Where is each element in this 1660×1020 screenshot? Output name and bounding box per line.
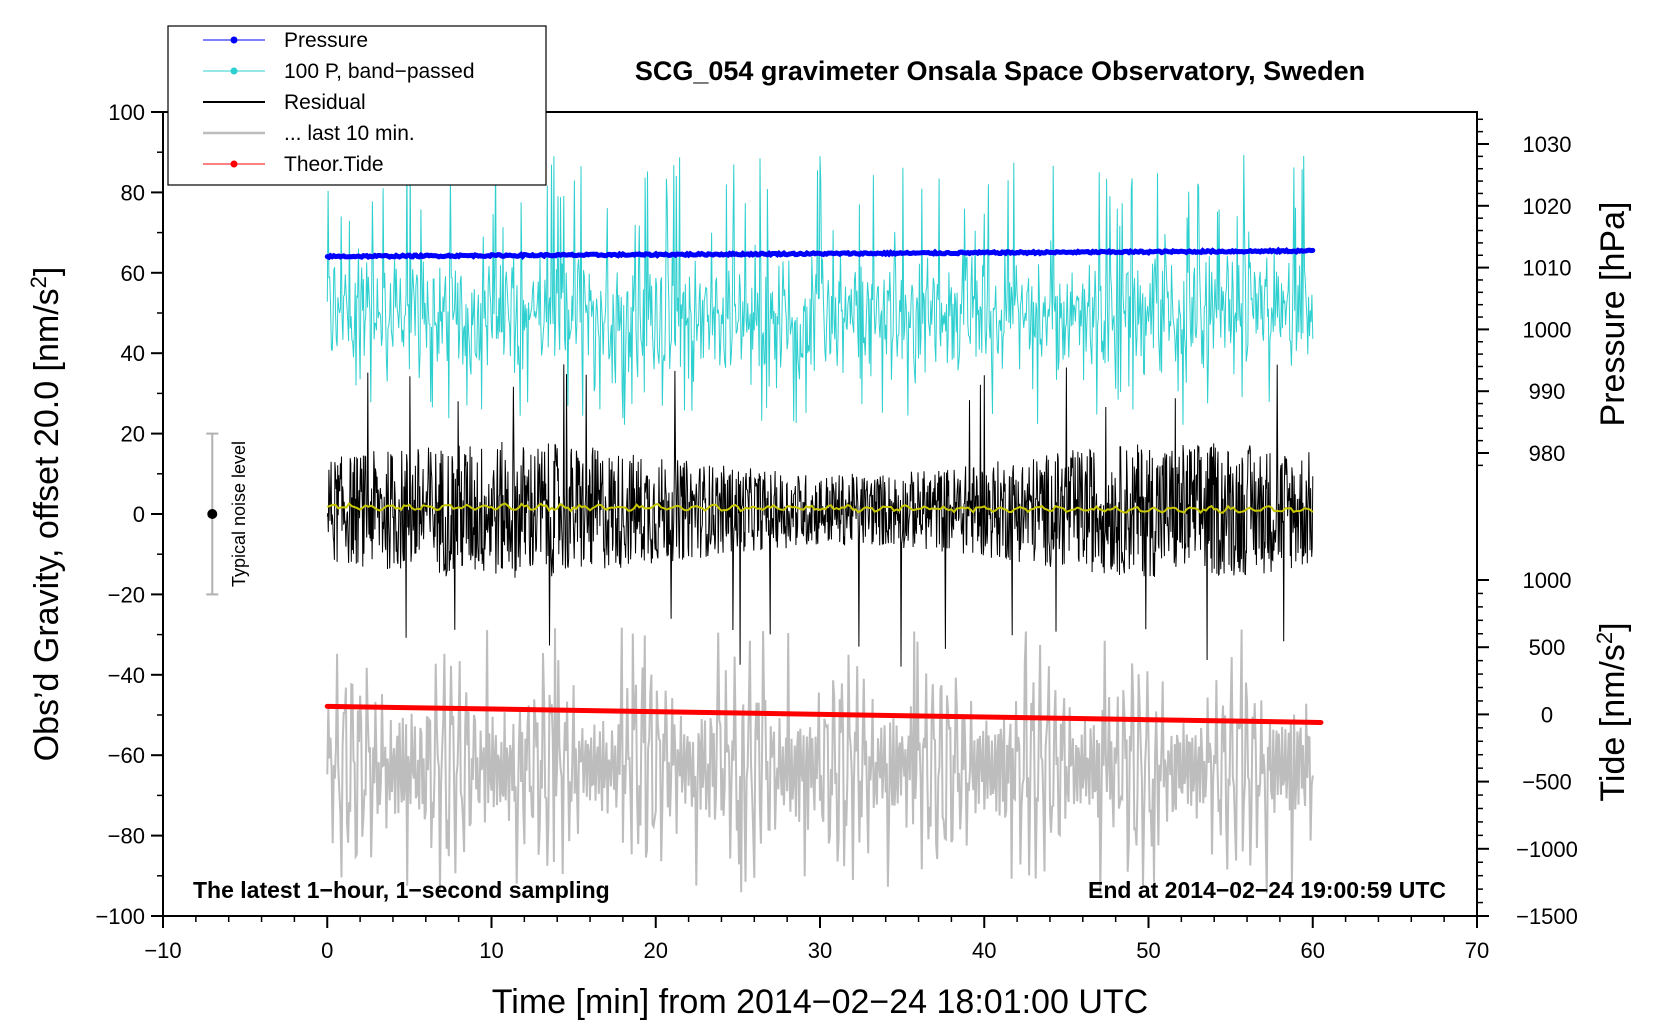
series-bandpassed-line: [326, 154, 1314, 425]
legend-swatch-marker: [230, 36, 238, 44]
y-tick-label: 40: [121, 341, 145, 366]
pressure-ticks: 980 990 1000 1010 1020 1030: [1477, 118, 1572, 467]
tide-tick-label: −1000: [1516, 837, 1578, 862]
legend: Pressure 100 P, band−passed Residual ... la…: [167, 25, 547, 186]
y-tick-label: −20: [108, 582, 145, 607]
noise-level-label: Typical noise level: [229, 441, 249, 587]
y-tick-label: −40: [108, 663, 145, 688]
footer-left: The latest 1−hour, 1−second sampling: [193, 877, 610, 903]
x-tick-label: 10: [479, 938, 503, 963]
legend-label: Pressure: [284, 29, 368, 52]
x-ticks: −10 0 10 20 30 40 50 60 70: [144, 916, 1489, 963]
series-residual-line: [326, 364, 1314, 667]
pressure-tick-label: 1010: [1523, 256, 1572, 281]
noise-level-indicator: Typical noise level: [206, 432, 249, 596]
x-tick-label: 70: [1465, 938, 1489, 963]
legend-box: [167, 25, 547, 186]
x-tick-label: 60: [1301, 938, 1325, 963]
series-last10min-line: [326, 627, 1314, 894]
series-layer: [324, 154, 1324, 894]
pressure-tick-label: 1000: [1523, 317, 1572, 342]
tide-tick-label: −1500: [1516, 904, 1578, 929]
legend-label: ... last 10 min.: [284, 122, 415, 145]
legend-label: Theor.Tide: [284, 153, 384, 176]
x-tick-label: 30: [808, 938, 832, 963]
x-tick-label: 50: [1136, 938, 1160, 963]
y-tick-label: 20: [121, 422, 145, 447]
pressure-axis-label: Pressure [hPa]: [1594, 202, 1632, 427]
x-tick-label: −10: [144, 938, 181, 963]
y-tick-label: 100: [108, 100, 145, 125]
x-tick-label: 40: [972, 938, 996, 963]
series-tide-line: [324, 703, 1324, 725]
tide-tick-label: 1000: [1523, 568, 1572, 593]
y-tick-label: −60: [108, 743, 145, 768]
y-tick-label: −100: [95, 904, 145, 929]
tide-tick-label: −500: [1522, 770, 1572, 795]
legend-label: 100 P, band−passed: [284, 60, 475, 83]
x-axis-label: Time [min] from 2014−02−24 18:01:00 UTC: [492, 983, 1148, 1020]
y-axis-label: Obs’d Gravity, offset 20.0 [nm/s2]: [26, 267, 66, 762]
noise-bar-center-dot: [207, 509, 218, 519]
y-ticks: −100 −80 −60 −40 −20 0 20 40 60 80 100: [95, 100, 163, 929]
y-tick-label: 0: [133, 502, 145, 527]
legend-label: Residual: [284, 91, 366, 114]
legend-swatch-marker: [230, 67, 238, 75]
chart-title: SCG_054 gravimeter Onsala Space Observat…: [635, 56, 1365, 86]
pressure-tick-label: 980: [1529, 441, 1566, 466]
tide-tick-label: 500: [1529, 635, 1566, 660]
footer-right: End at 2014−02−24 19:00:59 UTC: [1088, 877, 1446, 903]
tide-ticks: −1500 −1000 −500 0 500 1000: [1477, 568, 1578, 929]
tide-axis-label: Tide [nm/s2]: [1592, 622, 1632, 801]
x-tick-label: 20: [644, 938, 668, 963]
x-tick-label: 0: [321, 938, 333, 963]
pressure-tick-label: 1020: [1523, 194, 1572, 219]
pressure-tick-label: 990: [1529, 379, 1566, 404]
pressure-tick-label: 1030: [1523, 132, 1572, 157]
series-pressure-line: [324, 246, 1316, 261]
y-tick-label: 80: [121, 180, 145, 205]
series-residual-smoothed-line: [326, 502, 1314, 515]
y-tick-label: 60: [121, 261, 145, 286]
legend-swatch-marker: [230, 160, 238, 168]
y-tick-label: −80: [108, 824, 145, 849]
tide-tick-label: 0: [1541, 702, 1553, 727]
